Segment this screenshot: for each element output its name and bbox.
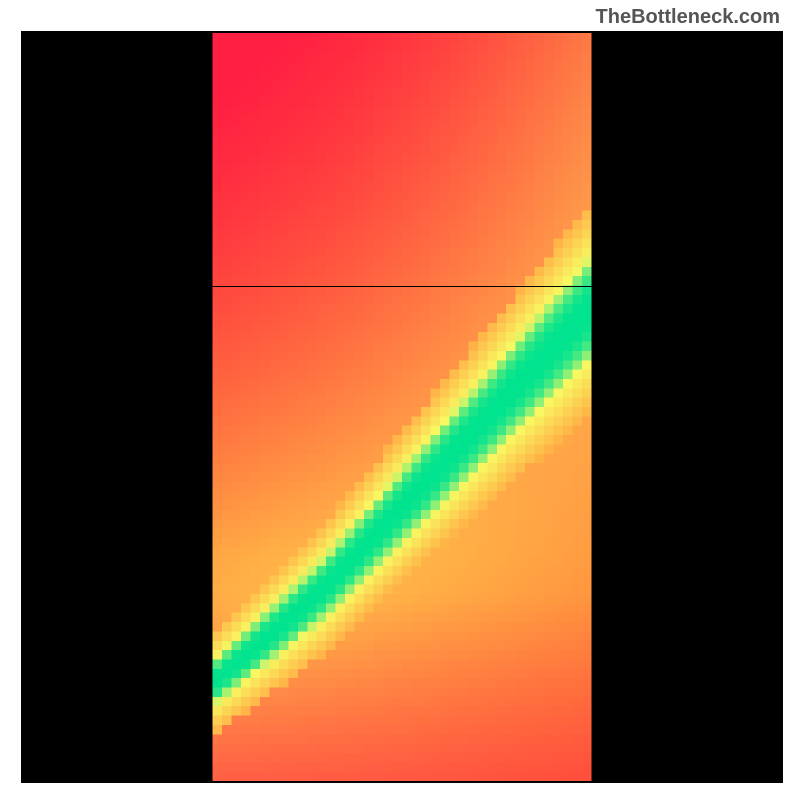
plot-frame bbox=[21, 31, 783, 783]
watermark-text: TheBottleneck.com bbox=[596, 6, 780, 29]
heatmap-canvas bbox=[23, 33, 781, 781]
reference-horizontal-line bbox=[23, 286, 781, 287]
reference-marker-dot bbox=[777, 282, 783, 290]
